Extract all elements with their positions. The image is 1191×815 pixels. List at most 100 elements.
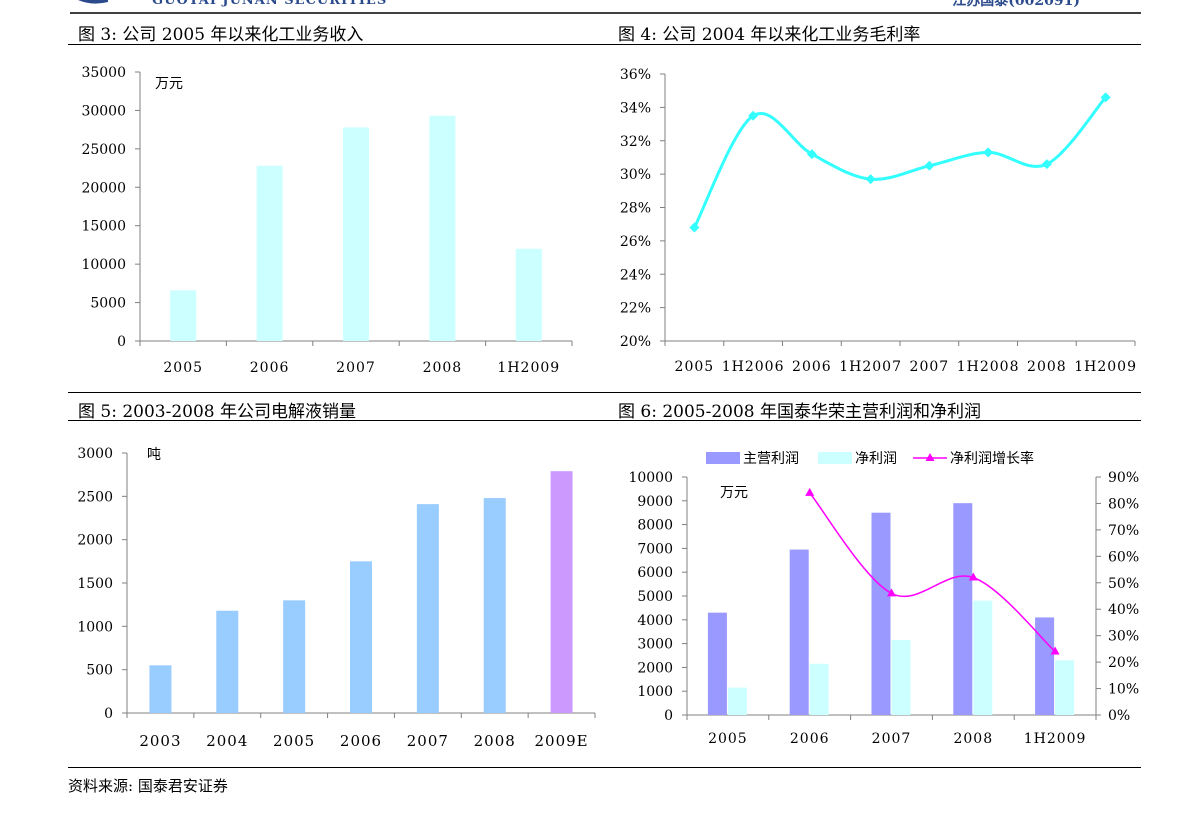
fig4-point [689, 222, 700, 233]
fig3-ytick-label: 5000 [90, 296, 126, 312]
fig4-point [983, 147, 994, 158]
fig5-ytick-label: 1500 [77, 576, 113, 592]
fig5-bar [216, 610, 239, 713]
fig6-ytick-label: 0% [1108, 708, 1130, 724]
fig5-xtick-label: 2009E [535, 732, 589, 750]
fig5-title: 图 5: 2003-2008 年公司电解液销量 [78, 402, 357, 422]
fig4-ytick-label: 30% [620, 167, 651, 183]
fig6-xtick-label: 2008 [953, 731, 993, 747]
fig6-ytick-label: 1000 [637, 684, 673, 700]
fig6-ytick-label: 3000 [637, 637, 673, 653]
fig6-ytick-label: 20% [1108, 655, 1139, 671]
fig4-point [806, 149, 817, 160]
fig-row2-rule [68, 420, 1141, 421]
fig6-ytick-label: 6000 [637, 565, 673, 581]
fig4-xtick-label: 1H2007 [839, 359, 902, 375]
fig6-xtick-label: 2005 [708, 731, 748, 747]
fig5-xtick-label: 2006 [340, 732, 382, 750]
fig6-ytick-label: 9000 [637, 494, 673, 510]
fig-row1-rule [68, 44, 1141, 45]
logo-swoosh-icon [78, 0, 108, 4]
fig5-xtick-label: 2004 [206, 732, 248, 750]
fig4-ytick-label: 20% [620, 334, 651, 350]
fig5-bar [550, 471, 573, 713]
fig4-ytick-label: 36% [620, 67, 651, 83]
fig3-unit-label: 万元 [155, 76, 183, 92]
fig3-bar [515, 248, 542, 341]
fig6-legend-label-main-profit: 主营利润 [743, 451, 799, 467]
fig6-bar-net-profit [973, 600, 993, 715]
fig4-point [865, 174, 876, 185]
fig4-xtick-label: 1H2009 [1074, 359, 1137, 375]
fig4-title: 图 4: 公司 2004 年以来化工业务毛利率 [618, 25, 921, 45]
fig6-growth-point [1050, 646, 1060, 655]
fig3-ytick-label: 15000 [81, 219, 126, 235]
fig6-bar-main-profit [789, 549, 809, 715]
fig5-bar [483, 498, 506, 713]
fig3-ytick-label: 10000 [81, 257, 126, 273]
header-brand-text: GUOTAI JUNAN SECURITIES [152, 0, 387, 8]
fig6-unit-label: 万元 [720, 485, 748, 501]
fig6-ytick-label: 50% [1108, 576, 1139, 592]
fig3-bar [170, 290, 197, 341]
fig6-ytick-label: 0 [664, 708, 673, 724]
fig5-ytick-label: 3000 [77, 446, 113, 462]
fig4-xtick-label: 2008 [1027, 359, 1067, 375]
fig3-bar [343, 127, 369, 341]
fig6-ytick-label: 7000 [637, 541, 673, 557]
fig3-xtick-label: 2008 [423, 360, 463, 376]
fig3-xtick-label: 2007 [336, 360, 376, 376]
fig4-ytick-label: 32% [620, 134, 651, 150]
fig5-ytick-label: 2000 [77, 533, 113, 549]
fig5-bar [416, 504, 439, 713]
fig6-legend-label-net-profit: 净利润 [855, 451, 897, 467]
fig6-ytick-label: 30% [1108, 629, 1139, 645]
fig6-bar-main-profit [707, 612, 727, 715]
fig6-bar-net-profit [891, 640, 911, 715]
fig4-ytick-label: 22% [620, 301, 651, 317]
fig6-xtick-label: 2007 [872, 731, 912, 747]
fig6-bar-net-profit [727, 687, 747, 715]
fig4-xtick-label: 1H2008 [957, 359, 1020, 375]
fig6-ytick-label: 60% [1108, 549, 1139, 565]
fig6-title: 图 6: 2005-2008 年国泰华荣主营利润和净利润 [618, 402, 982, 422]
fig4-xtick-label: 1H2006 [722, 359, 785, 375]
fig6-legend-marker-growth [925, 453, 935, 461]
fig6-ytick-label: 80% [1108, 496, 1139, 512]
fig6-legend-label-growth: 净利润增长率 [950, 450, 1034, 467]
fig5-ytick-label: 500 [86, 663, 113, 679]
fig3-ytick-label: 30000 [81, 103, 126, 119]
fig6-growth-point [968, 572, 978, 581]
fig6-growth-point [887, 588, 896, 597]
fig4-ytick-label: 34% [620, 100, 651, 116]
fig6-ytick-label: 4000 [637, 613, 673, 629]
fig5-bar [283, 600, 306, 713]
fig3-title: 图 3: 公司 2005 年以来化工业务收入 [78, 25, 364, 45]
fig6-bar-net-profit [809, 663, 829, 715]
fig6-growth-line [809, 492, 1056, 653]
fig5-xtick-label: 2003 [139, 732, 181, 750]
fig6-bar-main-profit [953, 503, 973, 715]
fig6-legend-swatch-main-profit [706, 452, 740, 464]
fig5-unit-label: 吨 [147, 447, 161, 463]
header-stock-text: 江苏国泰(002091) [952, 0, 1080, 9]
fig3-xtick-label: 1H2009 [497, 360, 560, 376]
fig3-ytick-label: 0 [117, 334, 126, 350]
fig-row2-top-rule [68, 392, 1141, 393]
fig5-ytick-label: 1000 [77, 619, 113, 635]
fig6-legend-swatch-net-profit [818, 452, 852, 464]
fig6-ytick-label: 5000 [637, 589, 673, 605]
fig3-bar [429, 115, 456, 342]
fig5-bar [350, 561, 372, 713]
fig5-bar [149, 665, 172, 713]
fig4-point [1041, 159, 1052, 170]
fig4-xtick-label: 2007 [910, 359, 950, 375]
fig3-xtick-label: 2005 [163, 360, 203, 376]
fig3-ytick-label: 35000 [81, 65, 126, 81]
fig6-ytick-label: 10000 [628, 470, 673, 486]
fig4-xtick-label: 2005 [675, 359, 715, 375]
fig6-bar-net-profit [1055, 660, 1075, 715]
